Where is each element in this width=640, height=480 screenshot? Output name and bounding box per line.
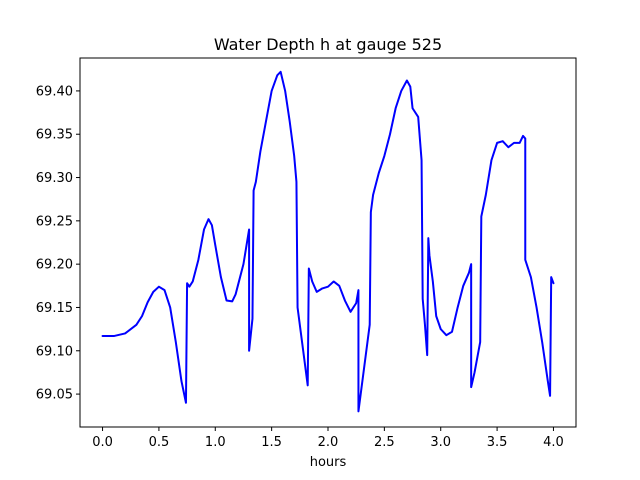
x-axis-label: hours (310, 455, 347, 470)
y-tick-label: 69.15 (36, 301, 73, 316)
y-tick-label: 69.40 (36, 84, 73, 99)
x-tick-label: 0.0 (92, 435, 113, 450)
x-tick-label: 1.0 (205, 435, 226, 450)
y-axis: 69.05 69.10 69.15 69.20 69.25 69.30 69.35 69.40 (36, 84, 80, 403)
y-tick-label: 69.35 (36, 128, 73, 143)
x-tick-label: 3.0 (430, 435, 451, 450)
y-tick-label: 69.30 (36, 171, 73, 186)
y-tick-label: 69.10 (36, 344, 73, 359)
x-tick-label: 2.5 (374, 435, 395, 450)
x-tick-label: 4.0 (543, 435, 564, 450)
plot-background (80, 58, 576, 427)
plot-area (79, 57, 577, 428)
series-line (101, 70, 555, 413)
x-tick-label: 3.5 (487, 435, 508, 450)
y-tick-label: 69.05 (36, 388, 73, 403)
x-tick-label: 2.0 (318, 435, 339, 450)
x-tick-label: 1.5 (261, 435, 282, 450)
y-tick-label: 69.20 (36, 258, 73, 273)
y-tick-label: 69.25 (36, 214, 73, 229)
x-axis: 0.0 0.5 1.0 1.5 2.0 2.5 3.0 3.5 4.0 (92, 427, 564, 450)
x-tick-label: 0.5 (149, 435, 170, 450)
chart-title: Water Depth h at gauge 525 (214, 35, 442, 54)
